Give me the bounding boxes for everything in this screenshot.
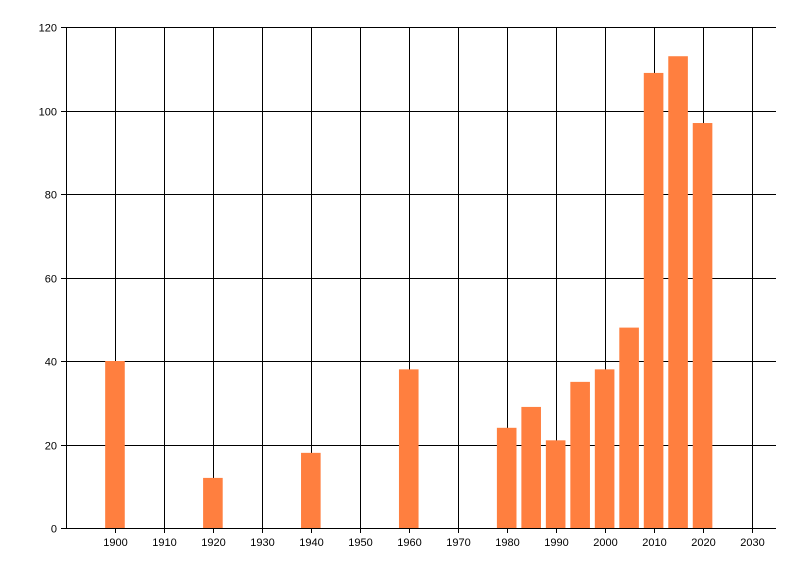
tick-labels: 0 20 40 60 80 100 120 1900 1910 1920 1930 1940 1950 1… — [39, 23, 765, 550]
bar — [643, 72, 664, 529]
x-tick-label: 1960 — [397, 537, 421, 549]
bar — [398, 369, 419, 528]
x-tick-label: 2000 — [593, 537, 617, 549]
bar — [594, 369, 615, 528]
x-tick-label: 2020 — [691, 537, 715, 549]
y-tick-label: 120 — [39, 23, 57, 35]
x-tick-label: 1990 — [544, 537, 568, 549]
x-tick-label: 1940 — [299, 537, 323, 549]
x-tick-label: 1950 — [348, 537, 372, 549]
bar — [692, 123, 713, 529]
x-tick-label: 1900 — [103, 537, 127, 549]
bar — [496, 427, 517, 528]
x-tick-label: 2010 — [642, 537, 666, 549]
x-tick-label: 1970 — [446, 537, 470, 549]
bar — [301, 452, 321, 528]
bar — [545, 440, 566, 528]
bar — [203, 477, 223, 528]
x-tick-label: 1920 — [201, 537, 225, 549]
y-tick-label: 100 — [39, 107, 57, 119]
bar — [570, 381, 590, 528]
y-tick-label: 80 — [45, 190, 57, 202]
x-tick-label: 1930 — [250, 537, 274, 549]
bar — [521, 406, 541, 528]
bar — [619, 327, 639, 528]
y-tick-label: 0 — [51, 524, 57, 536]
axes — [61, 27, 776, 533]
bars — [105, 56, 713, 529]
x-tick-label: 2030 — [740, 537, 764, 549]
bar — [105, 361, 125, 528]
y-tick-label: 40 — [45, 357, 57, 369]
x-tick-label: 1910 — [152, 537, 176, 549]
y-tick-label: 60 — [45, 274, 57, 286]
bar — [668, 56, 688, 528]
x-tick-label: 1980 — [495, 537, 519, 549]
y-tick-label: 20 — [45, 441, 57, 453]
